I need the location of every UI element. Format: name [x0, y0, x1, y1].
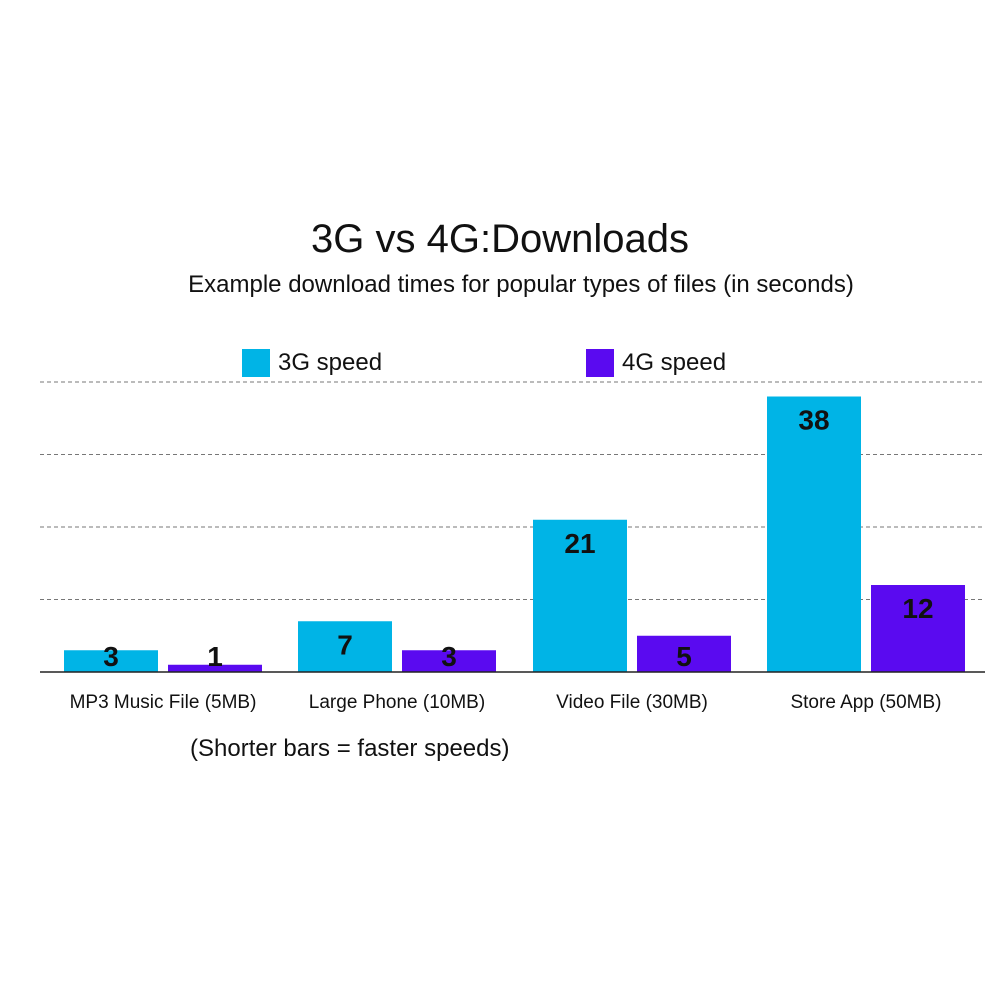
legend-label-4g: 4G speed — [622, 349, 727, 376]
data-label-3g-3: 38 — [798, 405, 829, 436]
category-label-3: Store App (50MB) — [790, 692, 941, 713]
chart-note: (Shorter bars = faster speeds) — [190, 735, 510, 762]
data-label-4g-0: 1 — [207, 641, 223, 672]
chart-subtitle: Example download times for popular types… — [188, 271, 854, 298]
legend-swatch-4g — [586, 349, 614, 377]
category-label-2: Video File (30MB) — [556, 692, 708, 713]
data-label-3g-1: 7 — [337, 629, 353, 660]
legend-item-3g: 3G speed — [242, 348, 382, 378]
data-label-4g-1: 3 — [441, 641, 457, 672]
legend-item-4g: 4G speed — [586, 348, 726, 378]
category-label-1: Large Phone (10MB) — [309, 692, 485, 713]
chart-title: 3G vs 4G:Downloads — [311, 217, 689, 261]
legend-label-3g: 3G speed — [278, 349, 383, 376]
bar-4g-3 — [871, 585, 965, 672]
data-label-4g-2: 5 — [676, 641, 692, 672]
category-label-0: MP3 Music File (5MB) — [70, 692, 257, 713]
bar-3g-1 — [298, 621, 392, 672]
bar-4g-1 — [402, 650, 496, 672]
bar-3g-0 — [64, 650, 158, 672]
data-label-3g-0: 3 — [103, 641, 119, 672]
bar-4g-0 — [168, 664, 262, 672]
bar-3g-2 — [533, 519, 627, 672]
bar-3g-3 — [767, 396, 861, 672]
legend-swatch-3g — [242, 349, 270, 377]
data-label-4g-3: 12 — [902, 593, 933, 624]
data-label-3g-2: 21 — [564, 528, 595, 559]
bar-4g-2 — [637, 635, 731, 672]
